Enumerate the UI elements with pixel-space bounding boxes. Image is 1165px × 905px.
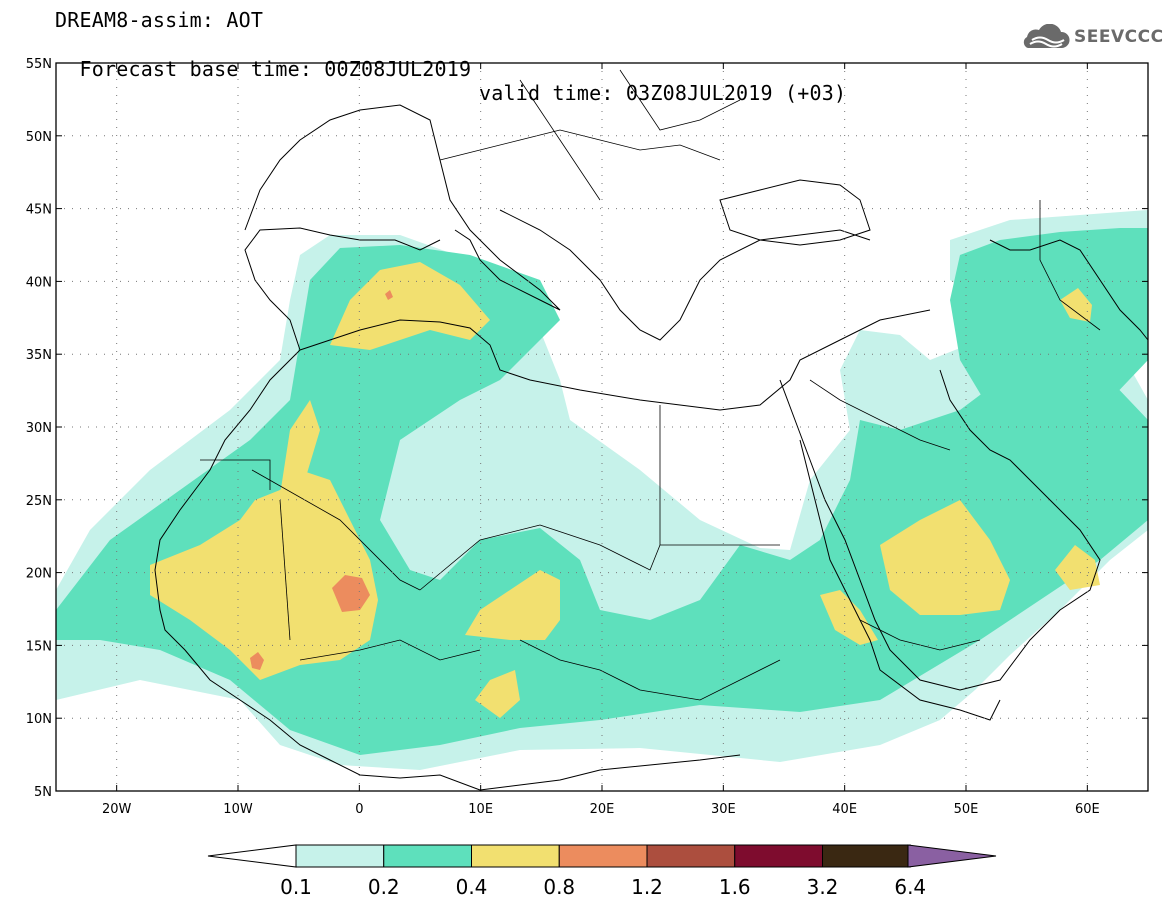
aot-band-oman-yellow <box>1055 545 1100 590</box>
lon-label: 10E <box>468 802 493 817</box>
colorbar-label: 0.1 <box>280 875 312 899</box>
lat-label: 30N <box>26 421 52 436</box>
aot-band-redsea-yellow <box>820 590 878 645</box>
aot-band-nile-green <box>400 430 520 530</box>
aot-band-0.8-1.2 <box>250 290 393 670</box>
colorbar-swatch <box>822 844 911 868</box>
colorbar-label: 0.4 <box>456 875 488 899</box>
lon-labels: 20W 10W 0 10E 20E 30E 40E 50E 60E <box>102 802 1100 817</box>
lat-label: 15N <box>26 639 52 654</box>
axis-ticks <box>56 62 1148 792</box>
border-chad-sudan <box>539 524 661 571</box>
coastlines <box>154 104 1148 791</box>
colorbar-swatch <box>383 844 472 868</box>
coastline-balkans-greece <box>499 209 871 341</box>
colorbar-label: 3.2 <box>807 875 839 899</box>
logo-text: SEEVCCC <box>1074 27 1164 47</box>
lat-label: 20N <box>26 567 52 582</box>
border-sahara-3 <box>200 459 271 490</box>
aot-band-0.4-0.8 <box>150 262 1100 718</box>
valid-time-text: valid time: 03Z08JUL2019 (+03) <box>479 81 847 105</box>
border-middle-east <box>809 379 951 451</box>
colorbar-under-arrow <box>207 844 297 868</box>
coastline-france-italy <box>244 104 561 311</box>
aot-band-sahara-yellow <box>150 470 378 680</box>
aot-band-northeast-green <box>950 228 1148 440</box>
aot-band-arabia-yellow <box>880 500 1010 615</box>
border-europe-3 <box>619 69 741 131</box>
aot-band-mauritania-orange <box>250 652 264 670</box>
lon-label: 20W <box>102 802 132 817</box>
aot-band-nigeria-yellow <box>475 670 520 718</box>
colorbar-label: 0.2 <box>368 875 400 899</box>
border-niger-chad <box>419 524 541 591</box>
lon-label: 0 <box>355 802 363 817</box>
forecast-base-time: Forecast base time: 00Z08JUL2019 valid t… <box>55 33 846 105</box>
border-europe-1 <box>439 129 721 161</box>
lon-label: 20E <box>590 802 615 817</box>
coastline-mediterranean-south <box>299 309 931 411</box>
cloud-icon <box>1023 24 1070 48</box>
coastline-gulf-of-guinea <box>479 754 741 791</box>
border-europe-2 <box>519 79 601 201</box>
colorbar-label: 1.6 <box>719 875 751 899</box>
lon-label: 50E <box>954 802 979 817</box>
coastline-black-sea <box>719 179 871 246</box>
colorbar-label: 6.4 <box>894 875 926 899</box>
lat-label: 5N <box>34 785 52 800</box>
border-sahara-2 <box>279 499 291 641</box>
coastline-east-africa <box>799 439 1001 721</box>
lat-label: 45N <box>26 203 52 218</box>
coastline-iberia <box>244 227 441 351</box>
border-iran <box>1039 200 1101 331</box>
lat-label: 35N <box>26 348 52 363</box>
colorbar: 0.1 0.2 0.4 0.8 1.2 1.6 3.2 6.4 <box>207 844 997 899</box>
border-west-africa <box>299 639 481 661</box>
colorbar-swatch <box>471 844 560 868</box>
lon-label: 40E <box>832 802 857 817</box>
lat-label: 50N <box>26 130 52 145</box>
lat-label: 40N <box>26 275 52 290</box>
border-sahara-1 <box>251 469 421 591</box>
aot-band-mali-orange <box>332 575 370 612</box>
aot-band-spain-orange <box>385 290 393 300</box>
coastline-caspian <box>989 239 1148 341</box>
border-central-africa <box>519 639 781 701</box>
colorbar-swatch <box>734 844 823 868</box>
lon-label: 10W <box>223 802 253 817</box>
colorbar-swatch <box>558 844 648 868</box>
seevccc-logo: SEEVCCC <box>1018 24 1164 50</box>
coastline-west-africa <box>154 349 481 791</box>
colorbar-swatch <box>295 844 385 868</box>
coastline-arabia-redsea <box>779 369 1101 691</box>
lat-labels: 55N 50N 45N 40N 35N 30N 25N 20N 15N 10N 5N <box>26 57 52 800</box>
lon-label: 30E <box>711 802 736 817</box>
aot-band-chad-yellow <box>465 570 560 640</box>
aot-band-caspian-yellow <box>1060 288 1092 322</box>
lat-label: 25N <box>26 494 52 509</box>
lat-label: 10N <box>26 712 52 727</box>
map-title: DREAM8-assim: AOT <box>55 8 264 32</box>
lat-label: 55N <box>26 57 52 72</box>
colorbar-over-arrow <box>907 844 997 868</box>
lon-label: 60E <box>1075 802 1100 817</box>
colorbar-label: 1.2 <box>631 875 663 899</box>
aot-band-algeria-yellow <box>280 400 320 495</box>
colorbar-swatch <box>646 844 736 868</box>
colorbar-label: 0.8 <box>543 875 575 899</box>
base-time-text: Forecast base time: 00Z08JUL2019 <box>79 57 472 81</box>
